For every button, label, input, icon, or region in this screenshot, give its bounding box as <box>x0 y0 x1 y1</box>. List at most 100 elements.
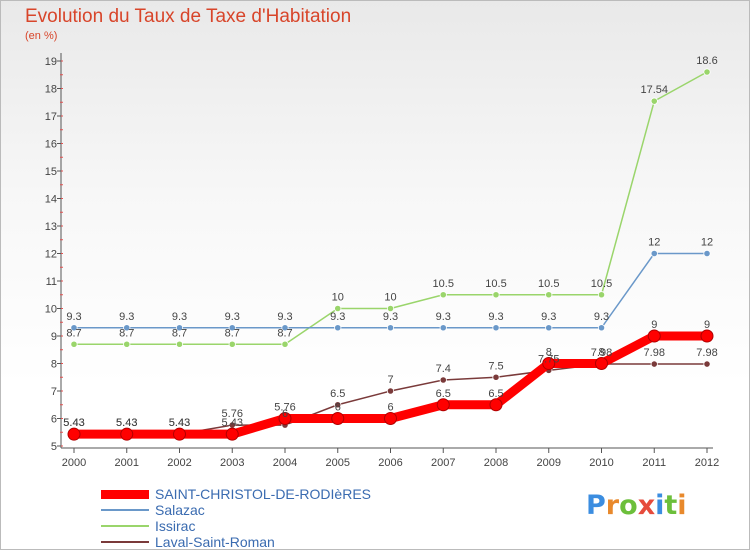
series-saint-christol-data-label: 5.76 <box>274 402 295 414</box>
series-saint-christol-point <box>331 412 345 425</box>
series-saint-christol-point <box>278 412 292 425</box>
series-issirac-data-label: 10.5 <box>485 278 506 290</box>
series-salazac-point <box>545 324 553 332</box>
y-tick-label: 8 <box>51 359 57 371</box>
series-salazac-point <box>386 324 395 332</box>
logo-letter: o <box>619 490 638 521</box>
series-laval-saint-roman-data-label: 6 <box>282 408 288 420</box>
series-salazac-data-label: 9.3 <box>488 311 503 323</box>
series-issirac-data-label: 10 <box>332 292 344 304</box>
x-tick-label: 2006 <box>378 457 402 469</box>
series-laval-saint-roman-data-label: 7.5 <box>488 360 503 372</box>
x-tick-label: 2011 <box>642 457 666 469</box>
series-laval-saint-roman-data-label: 7.98 <box>591 347 612 359</box>
series-issirac-data-label: 8.7 <box>119 327 134 339</box>
series-salazac-point <box>228 324 236 332</box>
y-tick-label: 9 <box>51 331 57 343</box>
series-saint-christol-data-label: 6.5 <box>488 388 503 400</box>
series-salazac-data-label: 9.3 <box>330 311 345 323</box>
series-salazac-point <box>123 324 131 332</box>
series-saint-christol-data-label: 6.5 <box>436 388 451 400</box>
series-saint-christol-point <box>700 329 714 343</box>
series-saint-christol-point <box>173 427 186 441</box>
series-saint-christol-point <box>647 329 661 343</box>
proxiti-logo: Proxiti <box>586 490 687 521</box>
y-tick-label: 11 <box>46 276 57 288</box>
series-salazac-data-label: 9.3 <box>594 311 609 323</box>
series-laval-saint-roman-point <box>334 401 342 409</box>
y-tick-label: 16 <box>45 139 57 151</box>
series-salazac-point <box>334 324 342 332</box>
legend-swatch <box>101 525 149 527</box>
series-laval-saint-roman-data-label: 5.76 <box>222 408 243 420</box>
logo-letter: i <box>655 490 665 521</box>
legend-label: Laval-Saint-Roman <box>155 534 275 550</box>
series-laval-saint-roman-data-label: 6.5 <box>330 388 345 400</box>
series-issirac-data-label: 8.7 <box>66 327 81 339</box>
logo-letter: t <box>664 490 678 521</box>
legend-label: SAINT-CHRISTOL-DE-RODIèRES <box>155 486 371 502</box>
series-laval-saint-roman-data-label: 5.43 <box>63 417 84 429</box>
series-saint-christol-data-label: 9 <box>704 319 710 331</box>
series-saint-christol-data-label: 6 <box>335 402 341 414</box>
series-laval-saint-roman-data-label: 7.98 <box>644 347 665 359</box>
series-issirac-point <box>703 68 711 76</box>
series-issirac-point <box>281 340 289 348</box>
series-salazac-data-label: 12 <box>648 237 660 249</box>
series-laval-saint-roman-point <box>386 387 395 395</box>
series-laval-saint-roman-point <box>439 376 447 384</box>
series-saint-christol-point <box>595 357 608 370</box>
series-issirac-point <box>650 97 658 105</box>
series-issirac-point <box>175 340 184 348</box>
series-saint-christol-data-label: 6 <box>387 402 393 414</box>
y-tick-label: 17 <box>45 111 57 123</box>
series-laval-saint-roman-data-label: 5.43 <box>169 417 190 429</box>
series-salazac-data-label: 9.3 <box>172 311 187 323</box>
y-tick-label: 6 <box>51 414 57 426</box>
logo-letter: P <box>586 490 606 521</box>
series-salazac-point <box>650 249 658 258</box>
series-issirac-point <box>545 291 553 299</box>
x-tick-label: 2001 <box>115 457 139 469</box>
y-tick-label: 18 <box>45 84 57 96</box>
chart-unit-label: (en %) <box>25 30 58 42</box>
x-tick-label: 2012 <box>695 457 719 469</box>
legend-swatch <box>101 541 149 543</box>
series-laval-saint-roman-data-label: 7 <box>387 374 393 386</box>
series-laval-saint-roman-data-label: 7.98 <box>696 347 717 359</box>
y-tick-label: 10 <box>45 304 57 316</box>
x-tick-label: 2009 <box>537 457 561 469</box>
series-salazac-point <box>175 324 184 332</box>
legend-label: Issirac <box>155 518 196 534</box>
series-saint-christol-data-label: 8 <box>546 347 552 359</box>
series-issirac-point <box>123 340 131 348</box>
series-salazac-point <box>492 324 500 332</box>
y-tick-label: 15 <box>45 166 57 178</box>
x-tick-label: 2002 <box>167 457 191 469</box>
series-issirac-data-label: 8.7 <box>277 327 292 339</box>
series-issirac-data-label: 8.7 <box>225 327 240 339</box>
series-laval-saint-roman-data-label: 5.43 <box>116 417 137 429</box>
series-laval-saint-roman-point <box>650 360 658 368</box>
x-tick-label: 2008 <box>484 457 508 469</box>
y-tick-label: 19 <box>45 56 57 68</box>
series-saint-christol-point <box>489 398 503 412</box>
y-tick-label: 12 <box>45 249 57 261</box>
series-salazac-point <box>597 324 606 332</box>
series-salazac-point <box>439 324 447 332</box>
series-saint-christol-point <box>384 412 397 425</box>
series-issirac-data-label: 17.54 <box>640 84 668 96</box>
series-saint-christol-data-label: 8 <box>598 347 604 359</box>
chart-title: Evolution du Taux de Taxe d'Habitation <box>25 6 352 27</box>
x-tick-label: 2004 <box>273 457 297 469</box>
series-issirac-data-label: 10.5 <box>591 278 612 290</box>
y-tick-label: 14 <box>45 194 57 206</box>
series-salazac-data-label: 9.3 <box>436 311 451 323</box>
series-salazac-data-label: 9.3 <box>541 311 556 323</box>
series-salazac-data-label: 9.3 <box>119 311 134 323</box>
series-laval-saint-roman-point <box>492 373 500 381</box>
series-issirac-point <box>334 304 342 313</box>
series-salazac-point <box>70 324 78 332</box>
series-issirac-point <box>386 304 395 313</box>
